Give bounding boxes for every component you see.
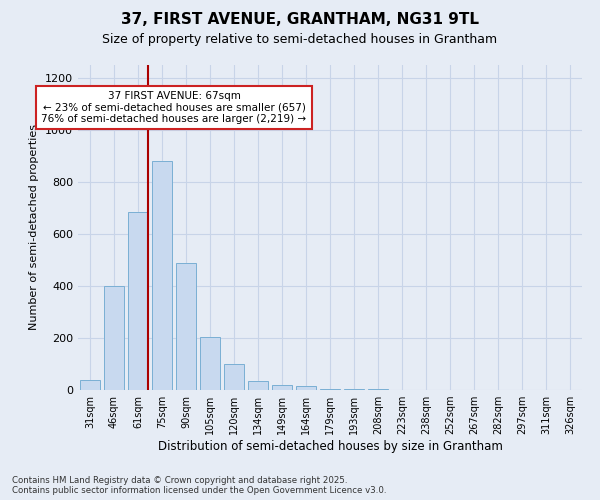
- Bar: [200, 336, 220, 390]
- X-axis label: Distribution of semi-detached houses by size in Grantham: Distribution of semi-detached houses by …: [158, 440, 502, 453]
- Text: 37 FIRST AVENUE: 67sqm
← 23% of semi-detached houses are smaller (657)
76% of se: 37 FIRST AVENUE: 67sqm ← 23% of semi-det…: [41, 91, 307, 124]
- Bar: [224, 364, 244, 390]
- Y-axis label: Number of semi-detached properties: Number of semi-detached properties: [29, 124, 40, 330]
- Bar: [80, 380, 100, 390]
- Bar: [104, 286, 124, 390]
- Bar: [296, 386, 316, 390]
- Bar: [128, 212, 148, 390]
- Text: Contains HM Land Registry data © Crown copyright and database right 2025.
Contai: Contains HM Land Registry data © Crown c…: [12, 476, 386, 495]
- Bar: [344, 389, 364, 390]
- Bar: [320, 388, 340, 390]
- Text: Size of property relative to semi-detached houses in Grantham: Size of property relative to semi-detach…: [103, 32, 497, 46]
- Bar: [152, 161, 172, 390]
- Bar: [248, 381, 268, 390]
- Bar: [272, 385, 292, 390]
- Bar: [176, 262, 196, 390]
- Text: 37, FIRST AVENUE, GRANTHAM, NG31 9TL: 37, FIRST AVENUE, GRANTHAM, NG31 9TL: [121, 12, 479, 28]
